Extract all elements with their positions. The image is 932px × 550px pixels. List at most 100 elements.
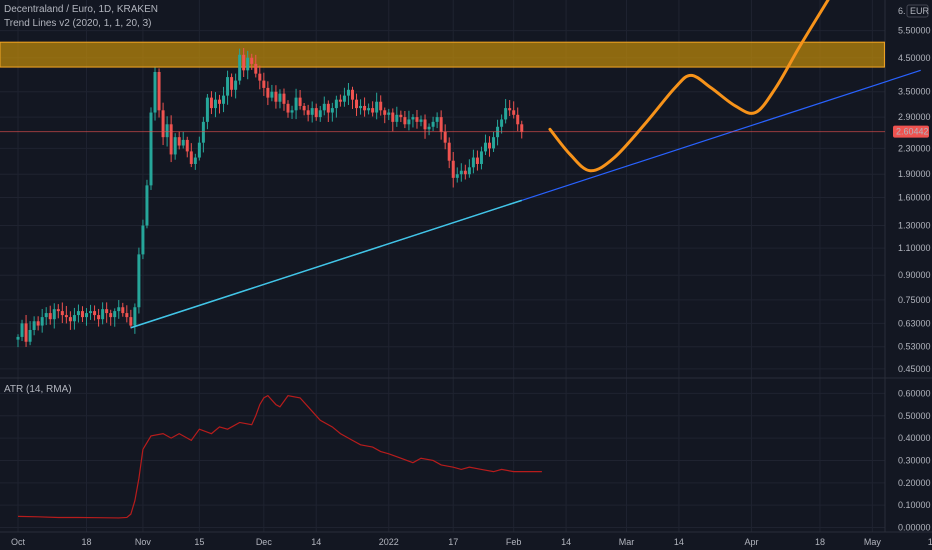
price-tick-label: 0.63000 xyxy=(898,318,931,328)
candle-body xyxy=(218,99,221,104)
candle-body xyxy=(173,137,177,155)
candle-body xyxy=(488,142,492,149)
candle-body xyxy=(20,323,24,337)
candle-body xyxy=(213,99,217,109)
indicator-legend[interactable]: Trend Lines v2 (2020, 1, 1, 20, 3) xyxy=(4,18,152,29)
candle-body xyxy=(24,323,28,342)
candle-body xyxy=(209,97,213,109)
candle-body xyxy=(459,170,463,175)
candle-body xyxy=(101,309,105,320)
candle-body xyxy=(133,307,137,326)
candle-body xyxy=(193,157,197,164)
resistance-zone xyxy=(0,41,885,68)
time-tick-label: 14 xyxy=(311,537,321,547)
candle-body xyxy=(40,317,44,326)
candle-body xyxy=(242,54,246,71)
candle-body xyxy=(435,117,439,122)
candle-body xyxy=(302,105,306,111)
candle-body xyxy=(306,110,310,115)
candle-body xyxy=(97,315,101,320)
candle-body xyxy=(411,117,415,120)
symbol-legend[interactable]: Decentraland / Euro, 1D, KRAKEN xyxy=(4,4,158,15)
time-tick-label: Apr xyxy=(744,537,758,547)
candle-body xyxy=(282,93,286,104)
candle-body xyxy=(359,105,363,109)
candle-body xyxy=(350,89,354,100)
candle-body xyxy=(455,174,459,178)
candle-body xyxy=(294,97,298,111)
candle-body xyxy=(512,110,516,115)
candle-body xyxy=(121,307,125,314)
price-tick-label: 4.50000 xyxy=(898,53,931,63)
price-tick-label: 1.30000 xyxy=(898,221,931,231)
last-price-label: 2.60442 xyxy=(896,127,929,137)
time-tick-label: 2022 xyxy=(379,537,399,547)
atr-tick-label: 0.60000 xyxy=(898,388,931,398)
candle-body xyxy=(234,80,238,90)
candle-body xyxy=(463,170,467,175)
candle-body xyxy=(113,311,117,318)
candle-body xyxy=(48,313,52,320)
atr-tick-label: 0.50000 xyxy=(898,411,931,421)
candle-body xyxy=(109,313,113,318)
projection-path xyxy=(548,0,830,173)
candle-body xyxy=(500,119,504,127)
candle-body xyxy=(310,108,314,115)
price-tick-label: 3.50000 xyxy=(898,87,931,97)
trend-line-active xyxy=(130,199,522,329)
candle-body xyxy=(56,309,60,312)
candle-body xyxy=(72,315,76,322)
candle-body xyxy=(250,57,254,64)
candle-body xyxy=(28,329,32,342)
time-tick-label: 14 xyxy=(561,537,571,547)
time-tick-label: 14 xyxy=(674,537,684,547)
time-tick-label: Mar xyxy=(619,537,635,547)
candle-body xyxy=(238,54,242,81)
price-tick-label: 5.50000 xyxy=(898,26,931,36)
candle-body xyxy=(76,311,80,316)
candle-body xyxy=(447,142,451,161)
candle-body xyxy=(93,311,97,316)
time-tick-label: 15 xyxy=(194,537,204,547)
price-tick-label: 0.45000 xyxy=(898,364,931,374)
atr-line xyxy=(17,394,542,519)
candle-body xyxy=(387,112,391,115)
time-tick-label: Oct xyxy=(11,537,26,547)
candle-body xyxy=(278,93,282,102)
atr-tick-label: 0.00000 xyxy=(898,523,931,533)
candle-body xyxy=(262,80,266,88)
time-tick-label: Dec xyxy=(256,537,273,547)
atr-tick-label: 0.20000 xyxy=(898,478,931,488)
candle-body xyxy=(427,126,431,130)
candle-body xyxy=(205,97,209,122)
atr-tick-label: 0.10000 xyxy=(898,500,931,510)
time-tick-label: 17 xyxy=(448,537,458,547)
candle-body xyxy=(415,117,419,122)
candle-body xyxy=(338,99,342,102)
candle-body xyxy=(475,157,479,164)
candle-body xyxy=(141,225,145,255)
atr-legend[interactable]: ATR (14, RMA) xyxy=(4,384,72,395)
candle-body xyxy=(483,142,487,152)
candle-body xyxy=(201,121,205,143)
candle-body xyxy=(153,71,157,113)
candle-body xyxy=(197,142,201,158)
candle-body xyxy=(322,103,326,111)
candle-body xyxy=(165,124,169,138)
price-tick-label: 0.75000 xyxy=(898,295,931,305)
candle-body xyxy=(274,91,278,102)
candle-body xyxy=(355,99,359,109)
candle-body xyxy=(419,119,423,122)
candle-body xyxy=(254,63,258,74)
candle-body xyxy=(334,99,338,109)
price-tick-label: 1.10000 xyxy=(898,243,931,253)
candle-body xyxy=(399,114,403,118)
candle-body xyxy=(290,110,294,113)
candle-body xyxy=(314,108,318,118)
candle-body xyxy=(60,311,64,316)
candle-body xyxy=(177,137,181,146)
time-tick-label: 16 xyxy=(928,537,932,547)
candle-body xyxy=(226,77,230,96)
